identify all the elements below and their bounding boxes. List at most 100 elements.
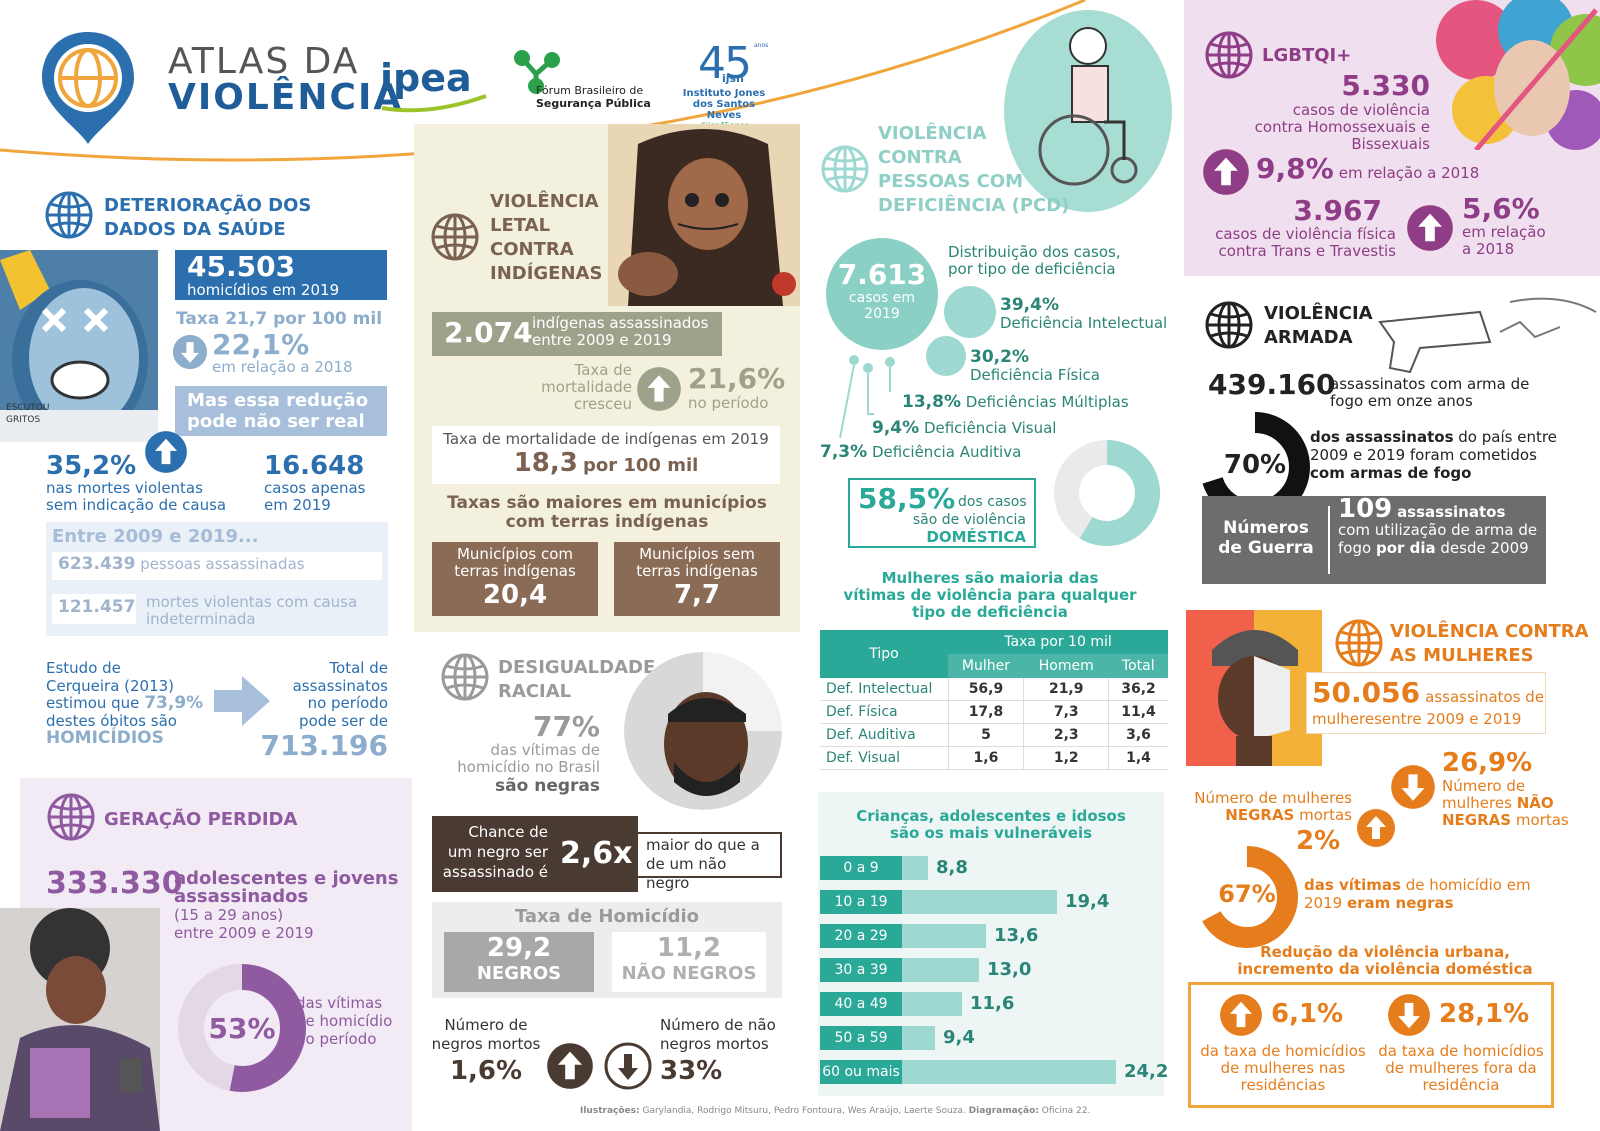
num-nao-negros-block: Número de não negros mortos 33%: [660, 1016, 790, 1088]
casos-label1: casos apenas: [264, 479, 366, 497]
taxa-label: Taxa 21,7 por 100 mil: [176, 309, 383, 329]
geracao-label1: adolescentes e jovens: [174, 868, 399, 889]
reducao-box: 6,1% da taxa de homicídios de mulheres n…: [1188, 982, 1554, 1108]
geracao-label: adolescentes e jovens assassinados (15 a…: [174, 868, 399, 943]
num-negros-value: 1,6%: [449, 1056, 523, 1086]
bar-category-label: 30 a 39: [820, 958, 902, 982]
th-taxa: Taxa por 10 mil: [948, 630, 1168, 654]
mulheres-pct-label2: 2019: [1304, 894, 1343, 912]
cell-homem: 1,2: [1023, 746, 1109, 770]
mulheres-title2: AS MULHERES: [1390, 645, 1534, 666]
pcd-dist1: Distribuição dos casos,: [948, 243, 1121, 261]
indigenous-woman-image: [608, 124, 800, 306]
estudo-line2: Cerqueira (2013): [46, 676, 175, 695]
nao-negros-value: 11,2: [656, 933, 722, 963]
negras-label1: Número de mulheres: [1194, 789, 1352, 807]
estudo-block: Estudo de Cerqueira (2013) estimou que 7…: [46, 659, 203, 748]
th-mulher: Mulher: [948, 654, 1024, 678]
sem-causa-value: 35,2%: [46, 451, 137, 481]
forum-logo[interactable]: Fórum Brasileiro de Segurança Pública: [510, 48, 660, 118]
cell-tipo: Def. Auditiva: [820, 723, 948, 747]
pcd-type-4: 7,3% Deficiência Auditiva: [820, 442, 1021, 462]
homicidios-label: homicídios em 2019: [187, 281, 340, 299]
reducao-arrow-icon: [172, 334, 208, 370]
domestica-label1: dos casos: [958, 494, 1027, 510]
ipea-logo[interactable]: ipea: [380, 56, 490, 113]
wheelchair-woman-image: [1038, 27, 1138, 186]
th-tipo: Tipo: [820, 630, 948, 678]
pcd-type-4-pct: 7,3%: [820, 442, 868, 462]
credits: Ilustrações: Garylandia, Rodrigo Mitsuru…: [580, 1106, 1090, 1116]
forum-molecule-icon: [514, 50, 560, 94]
num-negros2: negros mortos: [431, 1035, 541, 1053]
reducao-title: Redução da violência urbana, incremento …: [1200, 944, 1570, 978]
nao-negras-label2: mulheres: [1442, 794, 1512, 812]
guerra-line2: de Guerra: [1218, 538, 1314, 558]
cell-total: 3,6: [1108, 723, 1168, 747]
vulneraveis-title1: Crianças, adolescentes e idosos: [856, 807, 1126, 825]
dia-label5: desde 2009: [1440, 539, 1529, 557]
negras-block: Número de mulheres NEGRAS mortas: [1184, 790, 1352, 824]
lgbt-title: LGBTQI+: [1262, 45, 1352, 66]
estudo-arrow-icon: [214, 676, 270, 726]
armada-pct-label2: 2009 e 2019 foram cometidos: [1310, 446, 1537, 464]
bar-category-label: 60 ou mais: [820, 1060, 902, 1084]
cell-total: 36,2: [1108, 678, 1168, 701]
ijsn-short: ijsn: [722, 72, 744, 85]
cell-tipo: Def. Visual: [820, 746, 948, 770]
credits-ilus-label: Ilustrações:: [580, 1106, 640, 1116]
lgbt-trans-label2: contra Trans e Travestis: [1218, 242, 1396, 260]
periodo-title: Entre 2009 e 2019...: [52, 526, 259, 547]
lgbt-trans: 3.967 casos de violência física contra T…: [1200, 196, 1396, 260]
geracao-illustration: [0, 908, 160, 1131]
lgbt-casos: 5.330 casos de violência contra Homossex…: [1220, 70, 1430, 153]
cell-mulher: 1,6: [947, 746, 1024, 770]
atlas-logo[interactable]: [38, 28, 138, 146]
mulheres-title1: VIOLÊNCIA CONTRA: [1390, 621, 1589, 642]
geracao-label4: entre 2009 e 2019: [174, 924, 314, 942]
reducao-line2: incremento da violência doméstica: [1237, 960, 1533, 978]
illus-text1: ESCUTOU: [6, 403, 50, 413]
chance-label: Chance de um negro ser assassinado é: [438, 822, 548, 882]
pcd-dist-title: Distribuição dos casos, por tipo de defi…: [948, 244, 1121, 278]
bar-category-label: 0 a 9: [820, 856, 902, 880]
chance-line3: assassinado é: [442, 863, 548, 881]
indeterminada-value: 121.457: [58, 597, 136, 617]
maiores-line1: Taxas são maiores em municípios: [447, 493, 767, 513]
woman-skull-image: [1186, 610, 1322, 766]
ijsn-logo[interactable]: 45 ijsn anos Instituto Jones dos Santos …: [676, 38, 772, 130]
num-negros-block: Número de negros mortos 1,6%: [424, 1016, 548, 1088]
lgbt-casos-label2: contra Homossexuais e: [1254, 118, 1430, 136]
cell-mulher: 56,9: [947, 678, 1024, 701]
estudo-line4: destes óbitos são: [46, 711, 177, 730]
table-row: Def. Auditiva 5 2,3 3,6: [820, 723, 1168, 747]
saude-title1: DETERIORAÇÃO DOS: [104, 195, 312, 216]
taxa-homicidio-box: Taxa de Homicídio 29,2 NEGROS 11,2 NÃO N…: [432, 902, 782, 998]
pcd-table-wrap: Tipo Taxa por 10 mil Mulher Homem Total …: [820, 630, 1168, 770]
forum-line2: Segurança Pública: [536, 97, 651, 110]
com-label1: Municípios com: [456, 545, 574, 563]
cell-homem: 21,9: [1023, 678, 1109, 701]
lgbt-casos-value: 5.330: [1341, 69, 1430, 102]
pcd-casos-value: 7.613: [837, 258, 927, 291]
lgbt-illustration: [1436, 0, 1600, 150]
armada-pct-label: dos assassinatos do país entre 2009 e 20…: [1310, 428, 1557, 482]
taxa-homicidio-title: Taxa de Homicídio: [514, 906, 700, 927]
geracao-label2: assassinados: [174, 886, 309, 907]
casos-block: 16.648 casos apenas em 2019: [264, 452, 365, 514]
bar-value-label: 19,4: [1065, 891, 1110, 912]
mulheres-pct-label1b: de homicídio em: [1405, 876, 1531, 894]
cell-total: 1,4: [1108, 746, 1168, 770]
mulheres-illustration: [1186, 610, 1322, 766]
fora-label2: de mulheres fora da: [1385, 1059, 1537, 1077]
res-value: 6,1%: [1271, 999, 1344, 1029]
dia-label4: por dia: [1375, 539, 1436, 557]
taxa-mort-label: Taxa de mortalidade cresceu: [510, 362, 632, 413]
maiores-title: Taxas são maiores em municípios com terr…: [424, 494, 790, 532]
chance-value: 2,6x: [560, 836, 633, 871]
th-homem: Homem: [1023, 654, 1109, 678]
ijsn-anos: anos: [754, 42, 769, 49]
pcd-casos-label1: casos em: [848, 290, 916, 306]
saude-globe-icon: [44, 190, 94, 240]
lgbt-trans-aumento-label2: a 2018: [1462, 240, 1515, 258]
